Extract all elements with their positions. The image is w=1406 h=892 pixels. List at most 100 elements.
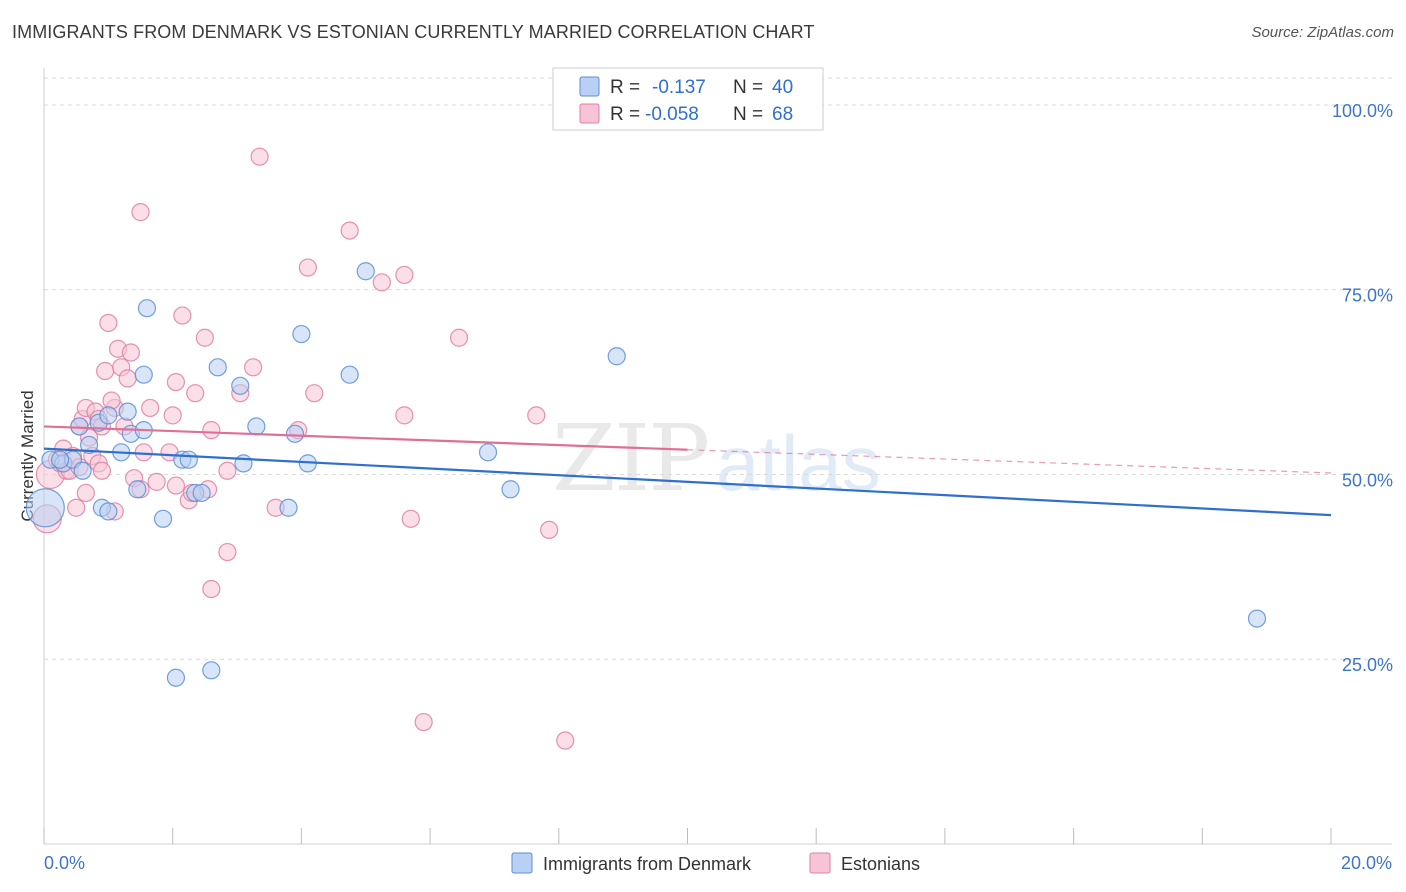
immigrants-from-denmark-point — [478, 443, 498, 462]
immigrants-from-denmark-point — [153, 509, 173, 528]
immigrants-from-denmark-point — [118, 402, 137, 421]
y-axis-title: Currently Married — [18, 390, 37, 521]
stats-n-label-pink: N = — [733, 104, 763, 125]
immigrants-from-denmark-point — [247, 417, 266, 436]
estonians-point — [102, 391, 121, 410]
immigrants-from-denmark-point — [128, 480, 147, 499]
immigrants-from-denmark-point — [79, 435, 99, 455]
immigrants-from-denmark-point — [1247, 609, 1267, 628]
legend-swatch-estonians — [809, 852, 831, 874]
estonians-point — [395, 406, 414, 425]
estonians-point — [218, 461, 237, 480]
immigrants-from-denmark-point — [279, 498, 298, 517]
watermark-zip: ZIP — [552, 405, 708, 512]
legend-label-immigrants-from-denmark: Immigrants from Denmark — [543, 854, 752, 874]
estonians-point — [527, 406, 546, 425]
immigrants-from-denmark-point — [99, 502, 118, 521]
immigrants-from-denmark-point — [134, 365, 153, 384]
stats-r-value-pink: -0.058 — [645, 104, 699, 125]
y-tick-label-25: 25.0% — [1342, 655, 1393, 675]
estonians-point — [395, 265, 414, 285]
immigrants-from-denmark-point — [50, 450, 70, 469]
estonians-point — [195, 328, 214, 347]
x-axis-ticks — [43, 828, 1332, 844]
stats-legend-swatch-pink — [579, 103, 600, 124]
stats-r-label-blue: R = — [610, 77, 640, 98]
estonians-point — [305, 384, 324, 403]
estonians-point — [186, 384, 205, 403]
stats-r-value-blue: -0.137 — [652, 77, 706, 98]
estonians-point — [67, 498, 86, 517]
estonians-point — [556, 731, 575, 750]
estonians-point — [244, 358, 263, 377]
estonians-point — [121, 343, 140, 362]
chart-title: IMMIGRANTS FROM DENMARK VS ESTONIAN CURR… — [12, 22, 815, 42]
estonians-point — [218, 542, 237, 562]
immigrants-from-denmark-point — [192, 483, 211, 503]
immigrants-from-denmark-point — [202, 661, 221, 680]
immigrants-from-denmark-point — [356, 262, 375, 281]
trend-line-estonians-extrapolated — [687, 449, 1332, 474]
series-legend: Immigrants from Denmark Estonians — [511, 852, 920, 874]
estonians-point — [173, 306, 192, 325]
immigrants-from-denmark-point — [607, 347, 626, 366]
y-axis-tick-labels: 25.0% 50.0% 75.0% 100.0% — [1332, 101, 1393, 675]
estonians-point — [92, 461, 112, 480]
trend-line-immigrants-from-denmark — [43, 447, 1332, 517]
immigrants-from-denmark-point — [231, 376, 250, 395]
estonians-point — [540, 520, 559, 540]
trend-lines — [43, 425, 1332, 517]
y-tick-label-100: 100.0% — [1332, 101, 1393, 121]
immigrants-from-denmark-point — [208, 358, 227, 377]
immigrants-from-denmark-point — [99, 406, 118, 425]
legend-swatch-immigrants-from-denmark — [511, 852, 533, 874]
estonians-point — [147, 472, 166, 491]
estonians-point — [202, 579, 221, 599]
stats-n-value-pink: 68 — [772, 104, 793, 125]
source-credit: Source: ZipAtlas.com — [1251, 24, 1394, 41]
immigrants-from-denmark-point — [285, 424, 305, 443]
estonians-point — [131, 203, 150, 222]
estonians-point — [340, 221, 359, 240]
y-tick-label-50: 50.0% — [1342, 470, 1393, 490]
estonians-point — [99, 313, 118, 333]
estonians-point — [163, 406, 182, 425]
y-tick-label-75: 75.0% — [1342, 286, 1393, 306]
estonians-point — [202, 421, 221, 440]
x-tick-label-max: 20.0% — [1341, 853, 1392, 873]
immigrants-from-denmark-point — [166, 668, 186, 687]
estonians-point — [118, 369, 137, 388]
estonians-point — [250, 147, 269, 166]
estonians-point — [76, 483, 95, 503]
immigrants-from-denmark-point — [179, 450, 198, 469]
immigrants-from-denmark-point — [73, 461, 92, 480]
legend-label-estonians: Estonians — [841, 854, 920, 874]
estonians-point — [141, 398, 160, 418]
estonians-point — [134, 443, 153, 462]
stats-legend-swatch-blue — [579, 76, 600, 97]
estonians-point — [414, 712, 433, 732]
estonians-point — [401, 509, 420, 528]
immigrants-from-denmark-point — [501, 480, 520, 499]
stats-n-value-blue: 40 — [772, 77, 793, 98]
stats-legend: R = -0.137 N = 40 R = -0.058 N = 68 — [552, 67, 824, 131]
immigrants-from-denmark-point — [25, 488, 65, 528]
stats-r-label-pink: R = — [610, 104, 640, 125]
estonians-point — [372, 273, 391, 292]
watermark: ZIP atlas — [552, 405, 881, 512]
immigrants-from-denmark-point — [292, 324, 311, 344]
series-immigrants-from-denmark-points — [25, 262, 1267, 687]
estonians-point — [96, 361, 115, 381]
immigrants-from-denmark-point — [137, 299, 157, 318]
estonians-point — [298, 258, 317, 277]
immigrants-from-denmark-point — [234, 454, 253, 473]
watermark-atlas: atlas — [716, 419, 881, 507]
x-tick-label-min: 0.0% — [44, 853, 85, 873]
estonians-point — [166, 372, 186, 392]
stats-n-label-blue: N = — [733, 77, 763, 98]
immigrants-from-denmark-point — [340, 365, 359, 384]
trend-line-estonians — [43, 425, 688, 451]
estonians-point — [166, 476, 186, 495]
estonians-point — [449, 328, 469, 347]
